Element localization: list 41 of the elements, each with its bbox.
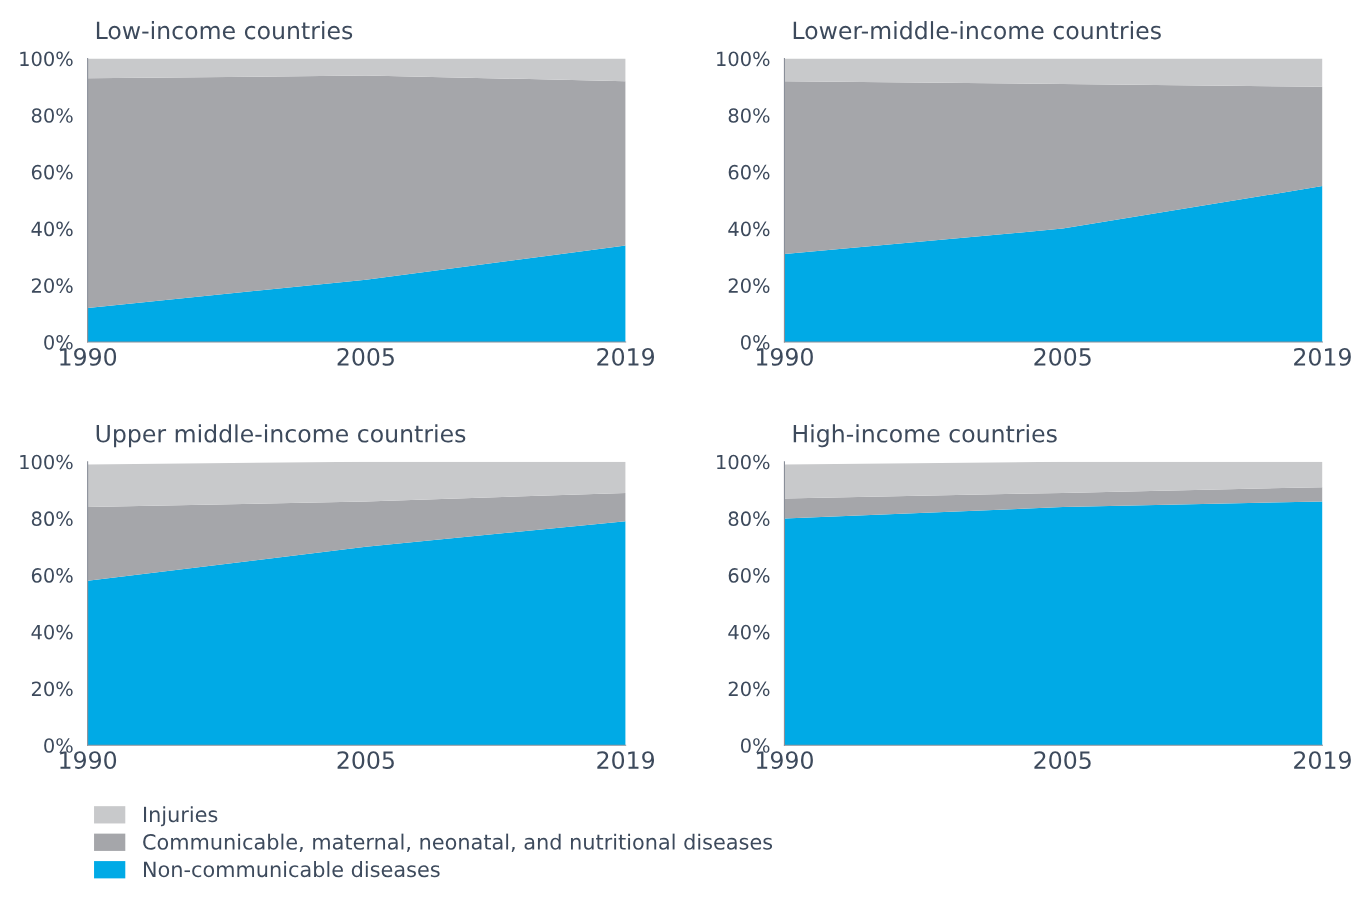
y-tick-label: 40% bbox=[31, 624, 73, 640]
chart-title: High-income countries bbox=[793, 424, 1057, 448]
legend-label: Injuries bbox=[144, 806, 218, 827]
y-tick-label: 20% bbox=[728, 278, 770, 293]
y-tick-label: 80% bbox=[728, 108, 770, 123]
x-tick-label: 1990 bbox=[756, 751, 813, 770]
x-tick-label: 1990 bbox=[60, 347, 117, 366]
y-tick-label: 80% bbox=[31, 511, 73, 527]
y-tick-label: 60% bbox=[31, 164, 73, 180]
y-tick-label: 0% bbox=[44, 334, 73, 350]
x-tick-label: 2005 bbox=[1034, 347, 1091, 366]
y-tick-label: 20% bbox=[31, 278, 73, 293]
x-tick-label: 2019 bbox=[597, 347, 655, 366]
y-tick-label: 80% bbox=[728, 511, 770, 527]
y-tick-label: 100% bbox=[717, 51, 770, 67]
x-tick-label: 2019 bbox=[1294, 347, 1351, 366]
y-tick-label: 80% bbox=[31, 108, 73, 123]
x-tick-label: 2019 bbox=[597, 751, 655, 770]
chart-title: Lower-middle-income countries bbox=[793, 21, 1161, 40]
y-tick-label: 0% bbox=[44, 738, 73, 753]
x-tick-label: 2005 bbox=[337, 751, 394, 770]
y-tick-label: 60% bbox=[728, 164, 770, 180]
chart-title: Low-income countries bbox=[96, 21, 353, 40]
y-tick-label: 100% bbox=[20, 454, 73, 470]
y-tick-label: 60% bbox=[31, 568, 73, 583]
x-tick-label: 2005 bbox=[337, 347, 394, 366]
y-tick-label: 100% bbox=[717, 454, 770, 470]
y-tick-label: 60% bbox=[728, 568, 770, 583]
y-tick-label: 40% bbox=[31, 221, 73, 237]
y-tick-label: 40% bbox=[728, 624, 770, 640]
y-tick-label: 0% bbox=[740, 738, 770, 753]
x-tick-label: 1990 bbox=[60, 751, 117, 770]
chart-title: Upper middle-income countries bbox=[96, 424, 466, 448]
x-tick-label: 2019 bbox=[1294, 751, 1351, 770]
y-tick-label: 100% bbox=[20, 51, 73, 67]
y-tick-label: 40% bbox=[728, 221, 770, 237]
y-tick-label: 20% bbox=[31, 681, 73, 697]
x-tick-label: 2005 bbox=[1034, 751, 1091, 770]
legend-label: Communicable, maternal, neonatal, and nutritional diseases bbox=[143, 833, 773, 852]
legend-label: Non-communicable diseases bbox=[144, 861, 440, 878]
y-tick-label: 20% bbox=[728, 681, 770, 697]
